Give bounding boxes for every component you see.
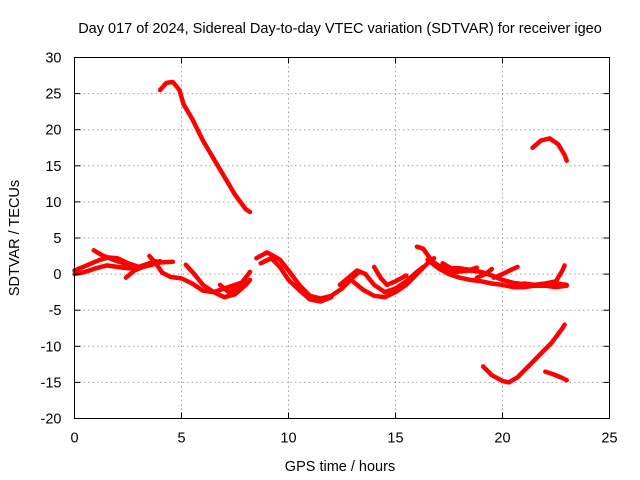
y-tick-label: 10 bbox=[45, 195, 61, 211]
x-tick-label: 25 bbox=[601, 431, 617, 447]
series-arc-22 bbox=[543, 369, 569, 383]
x-tick-label: 5 bbox=[177, 431, 185, 447]
series-arc-9 bbox=[254, 250, 362, 301]
series-arc-17 bbox=[474, 266, 495, 280]
series-layer bbox=[72, 79, 569, 385]
series-arc-19 bbox=[521, 263, 567, 288]
y-axis-label: SDTVAR / TECUs bbox=[7, 180, 23, 296]
y-tick-label: 15 bbox=[45, 159, 61, 175]
series-arc-8 bbox=[157, 79, 253, 215]
y-tick-label: 5 bbox=[53, 231, 61, 247]
x-tick-label: 20 bbox=[494, 431, 510, 447]
chart-title: Day 017 of 2024, Sidereal Day-to-day VTE… bbox=[78, 21, 602, 37]
x-tick-label: 10 bbox=[280, 431, 296, 447]
series-arc-16 bbox=[440, 261, 480, 273]
series-arc-13 bbox=[371, 264, 409, 288]
y-tick-label: -5 bbox=[49, 303, 62, 319]
series-arc-14 bbox=[414, 244, 569, 288]
x-axis-label: GPS time / hours bbox=[285, 459, 395, 475]
y-tick-label: -10 bbox=[41, 339, 62, 355]
y-tick-label: -15 bbox=[41, 375, 62, 391]
series-arc-21 bbox=[480, 322, 567, 385]
y-tick-label: 25 bbox=[45, 87, 61, 103]
series-arc-6 bbox=[183, 262, 253, 300]
series-arc-10 bbox=[258, 255, 334, 304]
y-tick-label: 0 bbox=[53, 267, 61, 283]
grid bbox=[74, 57, 610, 419]
x-tick-label: 15 bbox=[387, 431, 403, 447]
series-arc-7 bbox=[217, 269, 253, 295]
axes-ticks: 0 5 10 15 20 25 -20 -15 -10 -5 0 5 10 15 20 25 30 bbox=[41, 51, 618, 447]
series-arc-5 bbox=[147, 253, 248, 295]
y-tick-label: -20 bbox=[41, 412, 62, 428]
series-arc-18 bbox=[491, 264, 520, 280]
x-tick-label: 0 bbox=[70, 431, 78, 447]
series-arc-20 bbox=[530, 136, 569, 163]
series-arc-12 bbox=[350, 255, 437, 300]
y-tick-label: 30 bbox=[45, 51, 61, 67]
y-tick-label: 20 bbox=[45, 123, 61, 139]
series-arc-3 bbox=[91, 248, 133, 271]
